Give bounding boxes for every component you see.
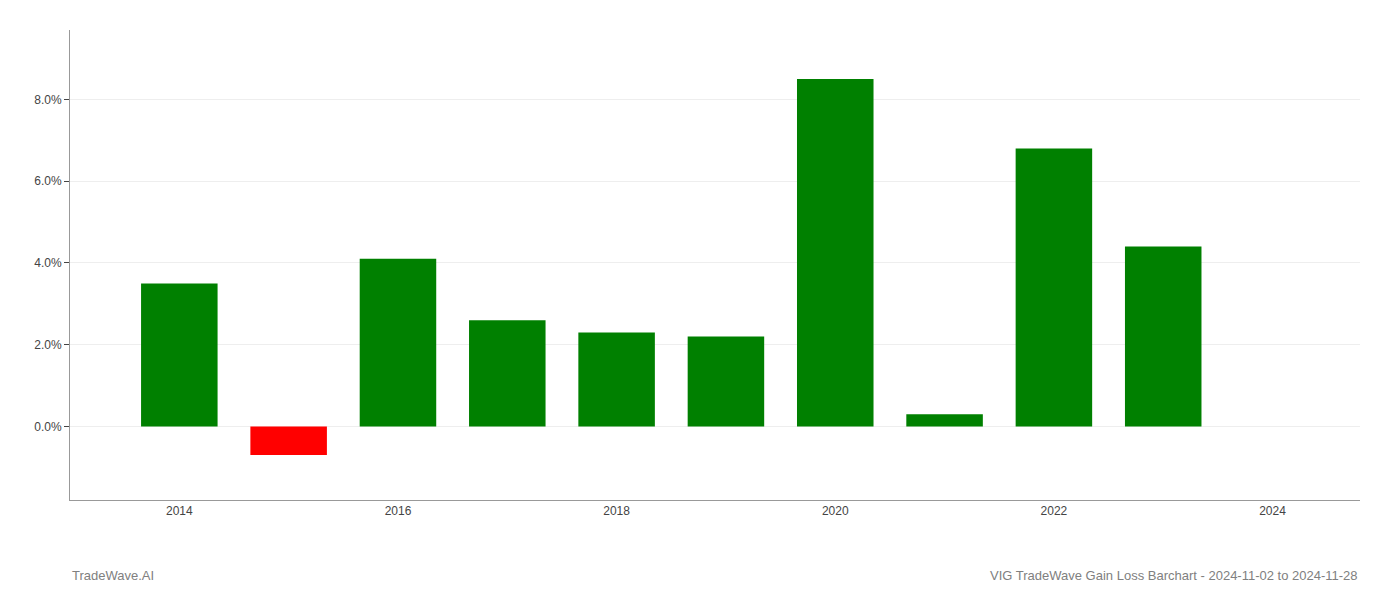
- svg-text:4.0%: 4.0%: [34, 256, 62, 270]
- svg-text:8.0%: 8.0%: [34, 93, 62, 107]
- svg-text:2014: 2014: [166, 504, 193, 518]
- svg-text:2020: 2020: [822, 504, 849, 518]
- svg-text:VIG TradeWave Gain Loss Barcha: VIG TradeWave Gain Loss Barchart - 2024-…: [990, 568, 1358, 583]
- svg-text:0.0%: 0.0%: [34, 420, 62, 434]
- svg-text:2018: 2018: [603, 504, 630, 518]
- svg-text:2024: 2024: [1259, 504, 1286, 518]
- svg-text:2016: 2016: [385, 504, 412, 518]
- svg-text:2.0%: 2.0%: [34, 338, 62, 352]
- svg-text:2022: 2022: [1041, 504, 1068, 518]
- svg-text:TradeWave.AI: TradeWave.AI: [72, 568, 154, 583]
- svg-text:6.0%: 6.0%: [34, 174, 62, 188]
